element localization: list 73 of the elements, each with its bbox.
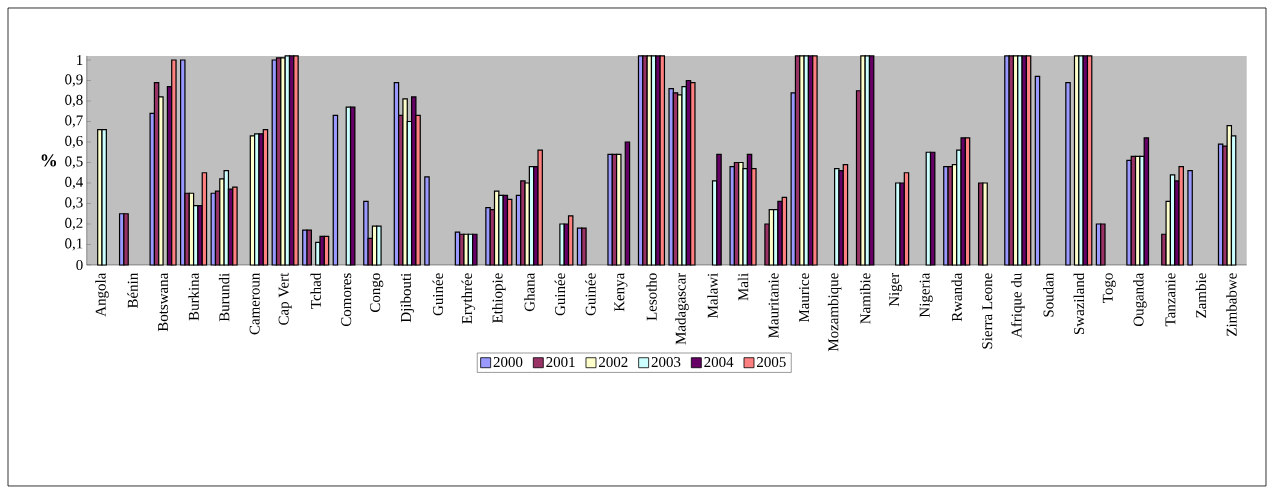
x-tick-label: Ghana — [524, 272, 535, 312]
y-tick-label: 0,7 — [65, 115, 83, 128]
bar — [960, 137, 966, 266]
y-tick-label: 0,4 — [65, 176, 83, 190]
bar — [803, 55, 810, 266]
x-tick-label: Burkina — [188, 272, 199, 321]
x-tick-label: Rwanda — [951, 272, 962, 322]
bar — [1082, 55, 1089, 266]
y-tick-label: 0,3 — [65, 197, 83, 210]
legend-label: 2003 — [651, 356, 681, 368]
x-tick-label: Guinée — [585, 273, 596, 316]
x-tick-label: Botswana — [158, 272, 169, 332]
x-tick-label: Burundi — [218, 273, 230, 322]
x-tick-label: Afrique du — [1010, 273, 1025, 338]
x-tick-label: Zimbabwe — [1226, 273, 1237, 336]
x-tick-label: Guinée — [432, 273, 444, 316]
x-tick-label: Mali — [737, 273, 749, 301]
x-tick-label: Swaziland — [1073, 272, 1085, 335]
x-tick-label: Nigeria — [919, 272, 933, 318]
y-tick-label: 0,8 — [65, 94, 83, 108]
x-tick-label: Guinée — [554, 273, 566, 316]
x-tick-label: Angola — [95, 272, 109, 317]
x-tick-label: Erythrée — [461, 273, 476, 324]
bar — [463, 233, 469, 266]
x-tick-label: Zambie — [1195, 273, 1207, 318]
y-tick-label: 1 — [77, 55, 83, 65]
legend-label: 2004 — [704, 356, 734, 368]
bar — [1226, 124, 1233, 266]
bar — [947, 165, 953, 266]
bar — [777, 200, 783, 266]
x-tick-label: Lesotho — [646, 273, 657, 321]
x-tick-label: Cameroun — [249, 272, 260, 335]
bar — [498, 194, 504, 266]
y-tick-label: 0,5 — [65, 156, 83, 169]
x-tick-label: Djibouti — [400, 273, 415, 323]
legend-label: 2000 — [493, 356, 523, 368]
y-tick-label: 0 — [76, 259, 83, 271]
x-tick-label: Madagascar — [675, 272, 689, 345]
x-tick-label: Maurice — [799, 273, 810, 323]
x-tick-label: Mauritanie — [768, 273, 779, 338]
x-tick-label: Malawi — [707, 273, 718, 318]
bar — [646, 55, 653, 266]
y-tick-label: 0,6 — [65, 135, 83, 149]
x-tick-label: Ouganda — [1133, 272, 1147, 327]
x-tick-label: Namibie — [859, 273, 871, 324]
x-tick-label: Niger — [889, 272, 903, 307]
bar — [223, 170, 230, 266]
x-tick-label: Congo — [370, 273, 384, 312]
y-axis-title: % — [41, 154, 57, 167]
x-tick-label: Sierra Leone — [982, 273, 993, 349]
x-tick-label: Ethiopie — [492, 273, 506, 323]
x-tick-label: Comores — [341, 273, 352, 327]
y-tick-label: 0,2 — [65, 217, 83, 231]
bar — [1008, 55, 1015, 266]
x-tick-label: Soudan — [1043, 272, 1054, 317]
bar — [864, 55, 871, 266]
legend-label: 2005 — [757, 356, 786, 368]
y-tick-label: 0,1 — [65, 238, 83, 251]
legend-label: 2001 — [546, 356, 575, 368]
legend-label: 2002 — [599, 356, 628, 368]
bar — [402, 98, 408, 266]
bar — [1021, 55, 1028, 266]
bar — [280, 57, 286, 266]
x-tick-label: Bénin — [127, 272, 138, 309]
y-tick-label: 0,9 — [65, 74, 83, 87]
x-tick-label: Kenya — [614, 272, 628, 312]
bar — [258, 133, 264, 266]
bar — [319, 235, 325, 266]
x-tick-label: Togo — [1102, 273, 1116, 303]
x-tick-label: Mozambique — [827, 273, 842, 352]
x-tick-label: Tanzanie — [1165, 273, 1176, 327]
x-tick-label: Cap Vert — [278, 272, 292, 325]
x-tick-label: Tchad — [310, 272, 321, 309]
